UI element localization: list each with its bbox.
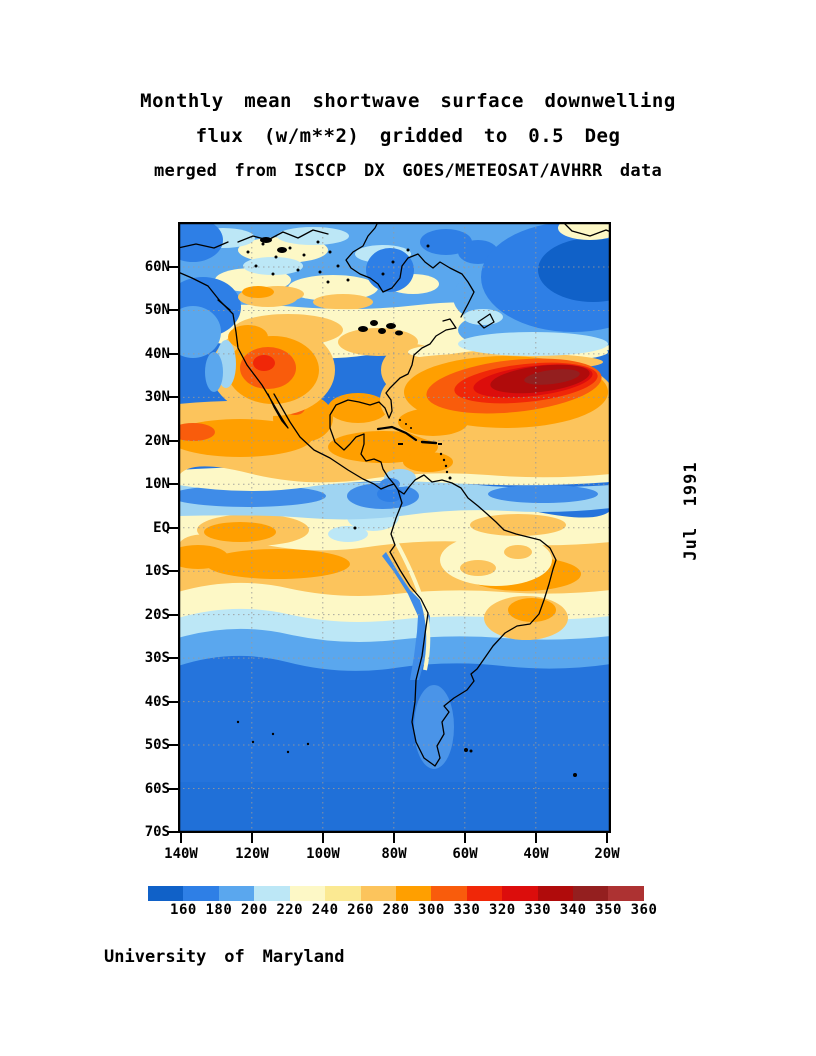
lon-tick xyxy=(606,833,608,843)
colorbar-tick-label: 220 xyxy=(276,902,304,918)
lat-tick-label: 60N xyxy=(144,259,170,275)
lat-tick xyxy=(168,439,178,442)
lat-tick-label: 40N xyxy=(144,345,170,362)
colorbar-segment xyxy=(218,886,255,901)
colorbar-tick-label: 320 xyxy=(488,902,516,918)
date-label: Jul 1991 xyxy=(681,461,701,561)
lat-tick xyxy=(168,613,178,616)
lon-tick-label: 60W xyxy=(452,846,478,862)
lon-tick-label: 20W xyxy=(594,846,620,862)
lat-tick-label: 30S xyxy=(144,650,170,667)
lat-tick xyxy=(168,266,178,268)
lat-tick xyxy=(168,526,178,529)
lat-tick-label: EQ xyxy=(153,519,170,536)
lon-tick-label: 100W xyxy=(306,846,340,862)
colorbar-tick-label: 200 xyxy=(240,902,268,918)
colorbar-segment xyxy=(325,886,361,901)
lon-tick-label: 80W xyxy=(381,846,407,862)
lon-tick-label: 120W xyxy=(235,846,269,862)
colorbar xyxy=(148,886,644,901)
map-frame xyxy=(178,222,611,833)
chart-title-line1: Monthly mean shortwave surface downwelli… xyxy=(140,90,676,112)
lat-tick xyxy=(168,830,178,833)
colorbar-segment xyxy=(431,886,467,901)
colorbar-tick-label: 260 xyxy=(347,902,374,918)
colorbar-tick-label: 360 xyxy=(630,902,658,918)
colorbar-tick-label: 180 xyxy=(205,902,233,918)
lat-tick-label: 70S xyxy=(144,823,170,840)
colorbar-segment xyxy=(395,886,432,901)
lat-tick xyxy=(168,744,178,747)
colorbar-tick-label: 340 xyxy=(559,902,587,918)
colorbar-segment xyxy=(608,886,644,901)
lat-tick xyxy=(168,352,178,355)
lon-tick-label: 140W xyxy=(164,846,198,862)
lon-tick xyxy=(393,833,395,843)
lat-tick xyxy=(168,309,178,312)
lat-tick xyxy=(168,570,178,573)
lat-tick-label: 10N xyxy=(144,476,170,493)
lat-tick-label: 50N xyxy=(144,302,170,319)
colorbar-segment xyxy=(360,886,396,901)
flux-map-figure xyxy=(178,222,611,833)
coastlines xyxy=(178,222,611,777)
lat-tick-label: 20S xyxy=(144,606,170,623)
colorbar-tick-label: 330 xyxy=(453,902,481,918)
chart-subtitle: merged from ISCCP DX GOES/METEOSAT/AVHRR… xyxy=(153,161,663,181)
colorbar-segment xyxy=(183,886,219,901)
lat-tick xyxy=(168,700,178,703)
colorbar-segment xyxy=(466,886,503,901)
colorbar-segment xyxy=(502,886,538,901)
lat-tick xyxy=(168,483,178,486)
lon-tick xyxy=(464,833,466,843)
lat-tick xyxy=(168,396,178,399)
lon-tick xyxy=(180,833,182,843)
lat-tick-label: 60S xyxy=(144,780,170,797)
colorbar-segment xyxy=(254,886,290,901)
lakes-and-islands xyxy=(236,237,577,777)
lat-tick-label: 40S xyxy=(144,693,170,710)
colorbar-segment xyxy=(573,886,609,901)
colorbar-tick-label: 350 xyxy=(595,902,622,918)
lon-tick-label: 40W xyxy=(523,846,549,862)
colorbar-segment xyxy=(148,886,184,901)
colorbar-tick-label: 240 xyxy=(311,902,339,918)
lat-tick xyxy=(168,657,178,660)
colorbar-segment xyxy=(537,886,574,901)
credit-label: University of Maryland xyxy=(104,947,345,967)
colorbar-tick-label: 160 xyxy=(170,902,197,918)
lon-tick xyxy=(535,833,537,843)
lon-tick xyxy=(251,833,253,843)
lat-tick-label: 20N xyxy=(144,432,170,449)
colorbar-tick-label: 300 xyxy=(418,902,445,918)
lon-tick xyxy=(322,833,324,843)
colorbar-tick-label: 330 xyxy=(524,902,552,918)
lat-tick-label: 30N xyxy=(144,389,170,406)
colorbar-segment xyxy=(289,886,326,901)
colorbar-tick-label: 280 xyxy=(382,902,410,918)
lat-tick-label: 10S xyxy=(144,563,170,580)
lat-tick-label: 50S xyxy=(144,737,170,754)
lat-tick xyxy=(168,787,178,790)
flux-field xyxy=(178,222,611,833)
chart-title-line2: flux (w/m**2) gridded to 0.5 Deg xyxy=(195,125,621,147)
